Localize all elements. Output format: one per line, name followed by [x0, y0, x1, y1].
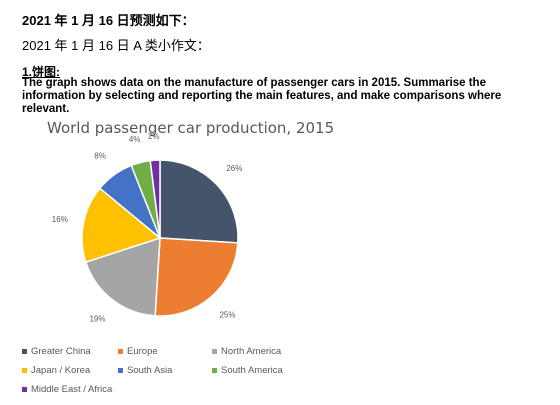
legend-label: South America [221, 365, 283, 376]
legend-swatch [118, 367, 123, 373]
data-label: 4% [129, 135, 141, 144]
legend-swatch [22, 386, 27, 392]
legend-item: Greater China [22, 346, 91, 357]
legend-label: Middle East / Africa [31, 384, 113, 395]
legend-label: South Asia [127, 365, 173, 376]
data-label: 25% [219, 311, 235, 320]
legend-label: North America [221, 346, 282, 357]
task-prompt: The graph shows data on the manufacture … [22, 77, 502, 115]
pie-slice-greater-china [159, 159, 239, 244]
legend-item: South America [212, 365, 283, 376]
legend-swatch [22, 348, 27, 354]
legend-item: Japan / Korea [22, 365, 90, 376]
data-label: 8% [94, 151, 106, 160]
legend-item: North America [212, 346, 281, 357]
legend-item: Europe [118, 346, 158, 357]
legend-label: Europe [127, 346, 158, 357]
chart-legend: Greater China Europe North America Japan… [22, 344, 322, 400]
legend-label: Japan / Korea [31, 365, 91, 376]
legend-swatch [118, 348, 123, 354]
chart-title: World passenger car production, 2015 [47, 119, 335, 137]
data-label: 16% [52, 215, 68, 224]
pie-slice-middle-east-africa [149, 159, 161, 239]
pie-slice-north-america [84, 236, 161, 317]
legend-swatch [212, 348, 217, 354]
document-subheading: 2021 年 1 月 16 日 A 类小作文： [22, 38, 210, 53]
legend-item: Middle East / Africa [22, 384, 112, 395]
legend-label: Greater China [31, 346, 91, 357]
pie-slice-japan-korea [81, 187, 162, 264]
pie-slice-europe [154, 237, 239, 317]
legend-swatch [212, 367, 217, 373]
section-label: 1.饼图: [22, 65, 61, 79]
data-label: 26% [226, 164, 242, 173]
legend-item: South Asia [118, 365, 172, 376]
legend-swatch [22, 367, 27, 373]
document-heading: 2021 年 1 月 16 日预测如下： [22, 13, 195, 28]
data-label: 2% [148, 132, 160, 141]
data-label: 19% [89, 315, 105, 324]
